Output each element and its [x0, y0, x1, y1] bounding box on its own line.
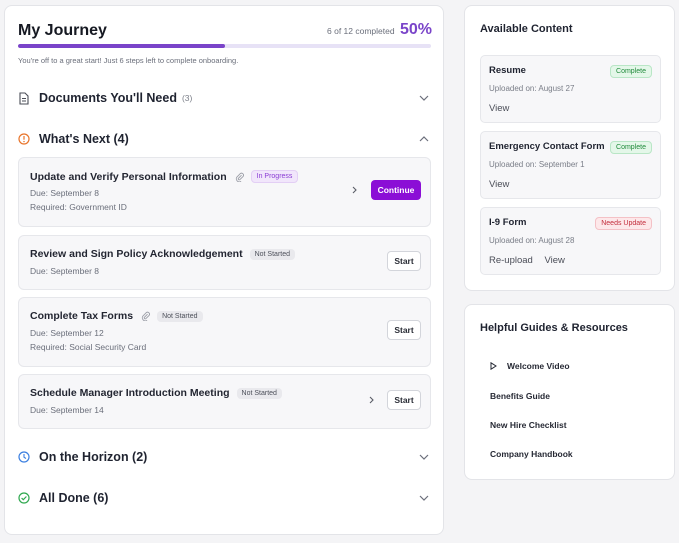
guide-label: Company Handbook — [490, 449, 573, 459]
task-due-date: Due: September 14 — [30, 405, 104, 415]
chevron-right-icon[interactable] — [366, 395, 376, 405]
content-item-name: I-9 Form — [489, 217, 527, 228]
start-button[interactable]: Start — [387, 251, 421, 271]
section-documents-label: Documents You'll Need — [39, 91, 177, 105]
content-item-actions: View — [489, 103, 518, 114]
task-title-row: Complete Tax Forms Not Started — [30, 310, 203, 322]
content-item-actions: View — [489, 179, 518, 190]
guide-label: Welcome Video — [507, 361, 570, 371]
section-horizon-label: On the Horizon (2) — [39, 450, 148, 464]
status-badge: Not Started — [157, 310, 203, 322]
section-done-header[interactable]: All Done (6) — [18, 488, 431, 508]
completion-count: 6 of 12 completed — [327, 26, 395, 36]
content-item-emergency-contact: Emergency Contact Form Complete Uploaded… — [480, 131, 661, 199]
play-icon — [490, 362, 497, 370]
task-title: Review and Sign Policy Acknowledgement — [30, 248, 243, 260]
task-requirement: Required: Government ID — [30, 202, 127, 212]
section-documents-count: (3) — [181, 93, 193, 103]
view-link[interactable]: View — [489, 179, 510, 190]
task-card-policy: Review and Sign Policy Acknowledgement N… — [18, 235, 431, 290]
start-button[interactable]: Start — [387, 390, 421, 410]
guide-company-handbook[interactable]: Company Handbook — [490, 449, 573, 459]
task-due-date: Due: September 12 — [30, 328, 104, 338]
task-card-manager-meeting: Schedule Manager Introduction Meeting No… — [18, 374, 431, 429]
task-title: Schedule Manager Introduction Meeting — [30, 387, 230, 399]
guide-label: New Hire Checklist — [490, 420, 567, 430]
view-link[interactable]: View — [544, 255, 565, 266]
content-item-name: Emergency Contact Form — [489, 141, 605, 152]
chevron-down-icon[interactable] — [417, 91, 431, 105]
task-requirement: Required: Social Security Card — [30, 342, 147, 352]
status-badge: Complete — [610, 141, 652, 154]
available-content-title: Available Content — [480, 23, 573, 35]
section-whats-next-label: What's Next (4) — [39, 132, 129, 146]
task-title: Complete Tax Forms — [30, 310, 134, 322]
available-content-card: Available Content Resume Complete Upload… — [464, 5, 675, 291]
journey-progress-bar — [18, 44, 431, 48]
upload-date: Uploaded on: August 27 — [489, 84, 575, 93]
content-item-i9-form: I-9 Form Needs Update Uploaded on: Augus… — [480, 207, 661, 275]
guide-welcome-video[interactable]: Welcome Video — [490, 361, 570, 371]
task-card-personal-info: Update and Verify Personal Information I… — [18, 157, 431, 227]
section-horizon-header[interactable]: On the Horizon (2) — [18, 447, 431, 467]
task-title-row: Review and Sign Policy Acknowledgement N… — [30, 248, 296, 260]
document-icon — [18, 91, 34, 105]
journey-title: My Journey — [18, 22, 107, 39]
status-badge: Not Started — [236, 387, 282, 399]
task-due-date: Due: September 8 — [30, 266, 99, 276]
completion-percent: 50% — [400, 21, 433, 38]
journey-card: My Journey 6 of 12 completed 50% You're … — [4, 5, 444, 535]
section-documents-header[interactable]: Documents You'll Need (3) — [18, 88, 431, 108]
view-link[interactable]: View — [489, 103, 510, 114]
chevron-up-icon[interactable] — [417, 132, 431, 146]
clock-icon — [18, 451, 34, 463]
status-badge: Needs Update — [595, 217, 652, 230]
start-button[interactable]: Start — [387, 320, 421, 340]
chevron-down-icon[interactable] — [417, 450, 431, 464]
upload-date: Uploaded on: August 28 — [489, 236, 575, 245]
guide-benefits[interactable]: Benefits Guide — [490, 391, 550, 401]
content-item-name: Resume — [489, 65, 526, 76]
status-badge: Not Started — [249, 248, 296, 260]
task-title: Update and Verify Personal Information — [30, 170, 227, 183]
task-title-row: Update and Verify Personal Information I… — [30, 170, 299, 183]
task-card-tax-forms: Complete Tax Forms Not Started Due: Sept… — [18, 297, 431, 367]
content-item-actions: Re-upload View — [489, 255, 574, 266]
chevron-down-icon[interactable] — [417, 491, 431, 505]
journey-subtitle: You're off to a great start! Just 6 step… — [18, 56, 239, 65]
paperclip-icon — [141, 311, 151, 321]
helpful-guides-title: Helpful Guides & Resources — [480, 322, 628, 334]
reupload-link[interactable]: Re-upload — [489, 255, 533, 266]
task-title-row: Schedule Manager Introduction Meeting No… — [30, 387, 282, 399]
guide-new-hire-checklist[interactable]: New Hire Checklist — [490, 420, 567, 430]
continue-button[interactable]: Continue — [371, 180, 421, 200]
paperclip-icon — [235, 172, 244, 182]
section-whats-next-header[interactable]: What's Next (4) — [18, 129, 431, 149]
alert-icon — [18, 133, 34, 145]
status-badge: In Progress — [250, 170, 299, 183]
journey-progress-fill — [18, 44, 225, 48]
content-item-resume: Resume Complete Uploaded on: August 27 V… — [480, 55, 661, 123]
chevron-right-icon[interactable] — [349, 185, 359, 195]
helpful-guides-card: Helpful Guides & Resources Welcome Video… — [464, 304, 675, 480]
status-badge: Complete — [610, 65, 652, 78]
guide-label: Benefits Guide — [490, 391, 550, 401]
section-done-label: All Done (6) — [39, 491, 109, 505]
upload-date: Uploaded on: September 1 — [489, 160, 585, 169]
task-due-date: Due: September 8 — [30, 188, 99, 198]
check-circle-icon — [18, 492, 34, 504]
